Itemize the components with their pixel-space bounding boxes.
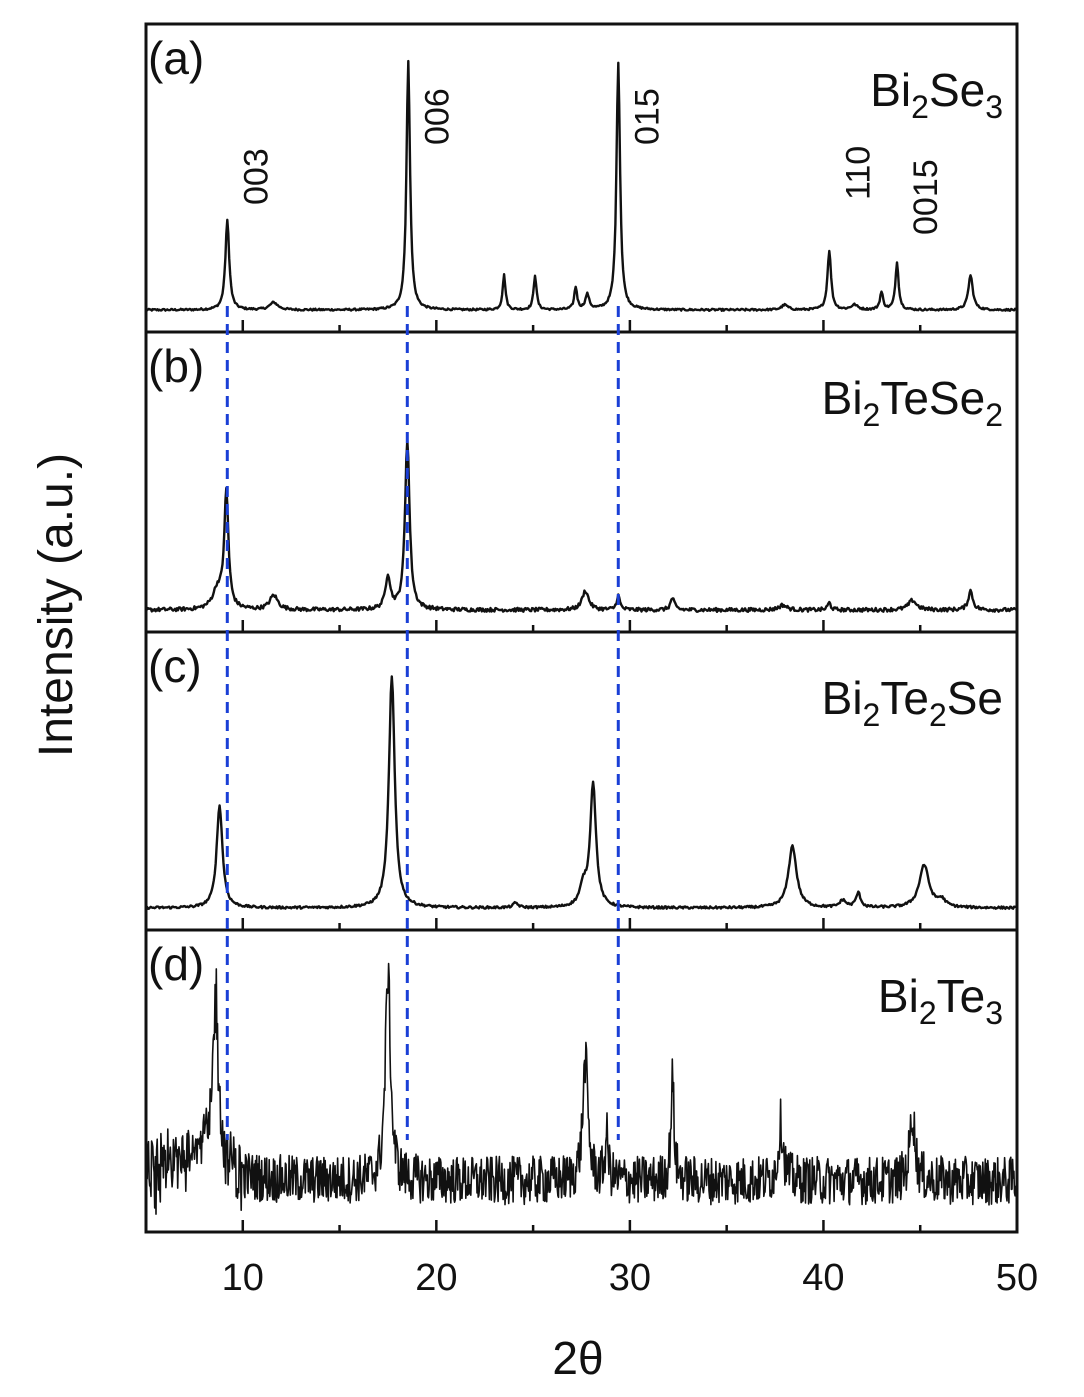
x-axis-label: 2θ <box>552 1332 603 1384</box>
spectrum-trace <box>145 59 1018 312</box>
x-tick-label: 40 <box>802 1257 844 1299</box>
x-tick-label: 20 <box>415 1257 457 1299</box>
panel-a: (a) Bi2Se3 003 006 015 110 0015 <box>144 22 1019 334</box>
panel-c: (c) Bi2Te2Se <box>144 630 1019 932</box>
panel-label: (a) <box>148 32 204 84</box>
spectrum-trace <box>145 962 1018 1215</box>
compound-label: Bi2Te2Se <box>822 672 1003 733</box>
y-axis-label: Intensity (a.u.) <box>30 453 83 757</box>
panel-b: (b) Bi2TeSe2 <box>144 330 1019 634</box>
x-tick-label: 50 <box>996 1257 1038 1299</box>
peak-label: 003 <box>237 148 275 205</box>
panel-label: (d) <box>148 938 204 990</box>
compound-label: Bi2Se3 <box>870 64 1003 125</box>
panel-d: (d) Bi2Te3 <box>144 928 1019 1234</box>
x-tick-label: 10 <box>222 1257 264 1299</box>
panel-frame <box>144 928 1019 1234</box>
x-tick-label: 30 <box>609 1257 651 1299</box>
peak-label: 0015 <box>907 159 945 235</box>
spectrum-trace <box>145 439 1018 613</box>
compound-label: Bi2TeSe2 <box>822 372 1003 433</box>
panel-label: (c) <box>148 640 202 692</box>
panels-layer: (a) Bi2Se3 003 006 015 110 0015 (b) Bi2TeSe2 (c) B… <box>144 22 1019 1234</box>
panel-label: (b) <box>148 340 204 392</box>
compound-label: Bi2Te3 <box>878 970 1003 1031</box>
reference-lines <box>225 306 620 1140</box>
peak-label: 110 <box>839 146 877 200</box>
peak-label: 006 <box>418 88 456 145</box>
spectrum-trace <box>145 675 1018 910</box>
peak-label: 015 <box>628 88 666 145</box>
x-axis-ticks: 10 20 30 40 50 <box>222 320 1038 1299</box>
